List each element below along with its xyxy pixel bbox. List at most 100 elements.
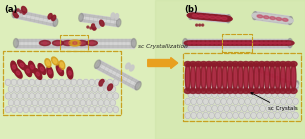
- Ellipse shape: [14, 100, 20, 106]
- Ellipse shape: [238, 41, 249, 45]
- Polygon shape: [14, 16, 55, 26]
- Ellipse shape: [89, 79, 95, 85]
- Ellipse shape: [202, 24, 204, 26]
- Ellipse shape: [41, 93, 47, 99]
- Ellipse shape: [287, 67, 289, 87]
- Ellipse shape: [248, 91, 253, 98]
- Ellipse shape: [254, 91, 259, 98]
- Ellipse shape: [263, 112, 268, 119]
- Ellipse shape: [13, 11, 16, 16]
- Text: sc Crystallization: sc Crystallization: [138, 44, 188, 49]
- Ellipse shape: [282, 18, 288, 21]
- Bar: [183, 53, 300, 121]
- Ellipse shape: [227, 112, 232, 119]
- Ellipse shape: [92, 24, 96, 30]
- Ellipse shape: [29, 61, 35, 73]
- Ellipse shape: [282, 42, 286, 44]
- Ellipse shape: [278, 42, 282, 44]
- Ellipse shape: [95, 106, 101, 113]
- Ellipse shape: [242, 62, 249, 66]
- Ellipse shape: [234, 67, 237, 87]
- Ellipse shape: [96, 61, 99, 67]
- Ellipse shape: [188, 42, 192, 44]
- Ellipse shape: [58, 68, 61, 72]
- Ellipse shape: [288, 39, 292, 48]
- Ellipse shape: [265, 15, 281, 21]
- Ellipse shape: [206, 91, 211, 98]
- Ellipse shape: [76, 41, 87, 46]
- Ellipse shape: [29, 93, 35, 99]
- Ellipse shape: [201, 42, 205, 44]
- Ellipse shape: [254, 63, 259, 91]
- Ellipse shape: [66, 42, 70, 44]
- Ellipse shape: [220, 41, 231, 45]
- Ellipse shape: [11, 93, 17, 99]
- Ellipse shape: [253, 12, 257, 20]
- Ellipse shape: [217, 63, 222, 91]
- Ellipse shape: [229, 67, 231, 87]
- Ellipse shape: [26, 86, 32, 92]
- Ellipse shape: [224, 91, 229, 98]
- Ellipse shape: [246, 42, 250, 44]
- Ellipse shape: [101, 106, 106, 113]
- Ellipse shape: [47, 66, 53, 78]
- Ellipse shape: [209, 98, 214, 105]
- Ellipse shape: [45, 59, 51, 67]
- Ellipse shape: [269, 88, 276, 93]
- Ellipse shape: [245, 84, 250, 91]
- Ellipse shape: [282, 79, 298, 87]
- Ellipse shape: [273, 42, 277, 44]
- Ellipse shape: [242, 105, 247, 112]
- Ellipse shape: [221, 62, 228, 66]
- Ellipse shape: [27, 69, 30, 73]
- Ellipse shape: [252, 41, 263, 45]
- Ellipse shape: [269, 112, 274, 119]
- Ellipse shape: [252, 64, 258, 73]
- Ellipse shape: [263, 98, 268, 105]
- Ellipse shape: [285, 62, 292, 66]
- Polygon shape: [81, 13, 119, 27]
- Ellipse shape: [90, 42, 94, 44]
- Ellipse shape: [83, 93, 89, 99]
- Ellipse shape: [44, 100, 50, 106]
- Polygon shape: [185, 45, 290, 47]
- Ellipse shape: [289, 40, 291, 46]
- Ellipse shape: [234, 41, 245, 45]
- Ellipse shape: [258, 69, 264, 73]
- Ellipse shape: [275, 98, 280, 105]
- Text: (b): (b): [185, 5, 199, 14]
- Ellipse shape: [264, 72, 270, 75]
- Ellipse shape: [20, 10, 22, 13]
- Ellipse shape: [257, 112, 262, 119]
- Ellipse shape: [48, 70, 51, 74]
- Ellipse shape: [230, 91, 235, 98]
- Ellipse shape: [294, 82, 298, 88]
- Ellipse shape: [17, 9, 23, 15]
- Polygon shape: [190, 11, 229, 23]
- Polygon shape: [81, 19, 118, 26]
- Ellipse shape: [290, 88, 297, 93]
- Ellipse shape: [232, 88, 239, 93]
- Ellipse shape: [202, 67, 205, 87]
- Ellipse shape: [68, 71, 71, 75]
- Ellipse shape: [266, 67, 268, 87]
- Ellipse shape: [237, 88, 244, 93]
- Polygon shape: [254, 12, 291, 25]
- Polygon shape: [185, 39, 290, 41]
- Ellipse shape: [276, 76, 292, 85]
- Ellipse shape: [113, 106, 119, 113]
- Ellipse shape: [11, 61, 17, 73]
- FancyArrow shape: [148, 58, 178, 69]
- Ellipse shape: [103, 82, 108, 88]
- Ellipse shape: [216, 16, 221, 19]
- Ellipse shape: [111, 13, 115, 19]
- Ellipse shape: [35, 79, 41, 85]
- Text: (a): (a): [4, 5, 17, 14]
- Ellipse shape: [184, 41, 195, 45]
- Ellipse shape: [285, 88, 292, 93]
- Ellipse shape: [54, 20, 57, 25]
- Ellipse shape: [213, 67, 215, 87]
- Ellipse shape: [248, 62, 255, 66]
- Ellipse shape: [189, 88, 196, 93]
- Ellipse shape: [271, 67, 274, 87]
